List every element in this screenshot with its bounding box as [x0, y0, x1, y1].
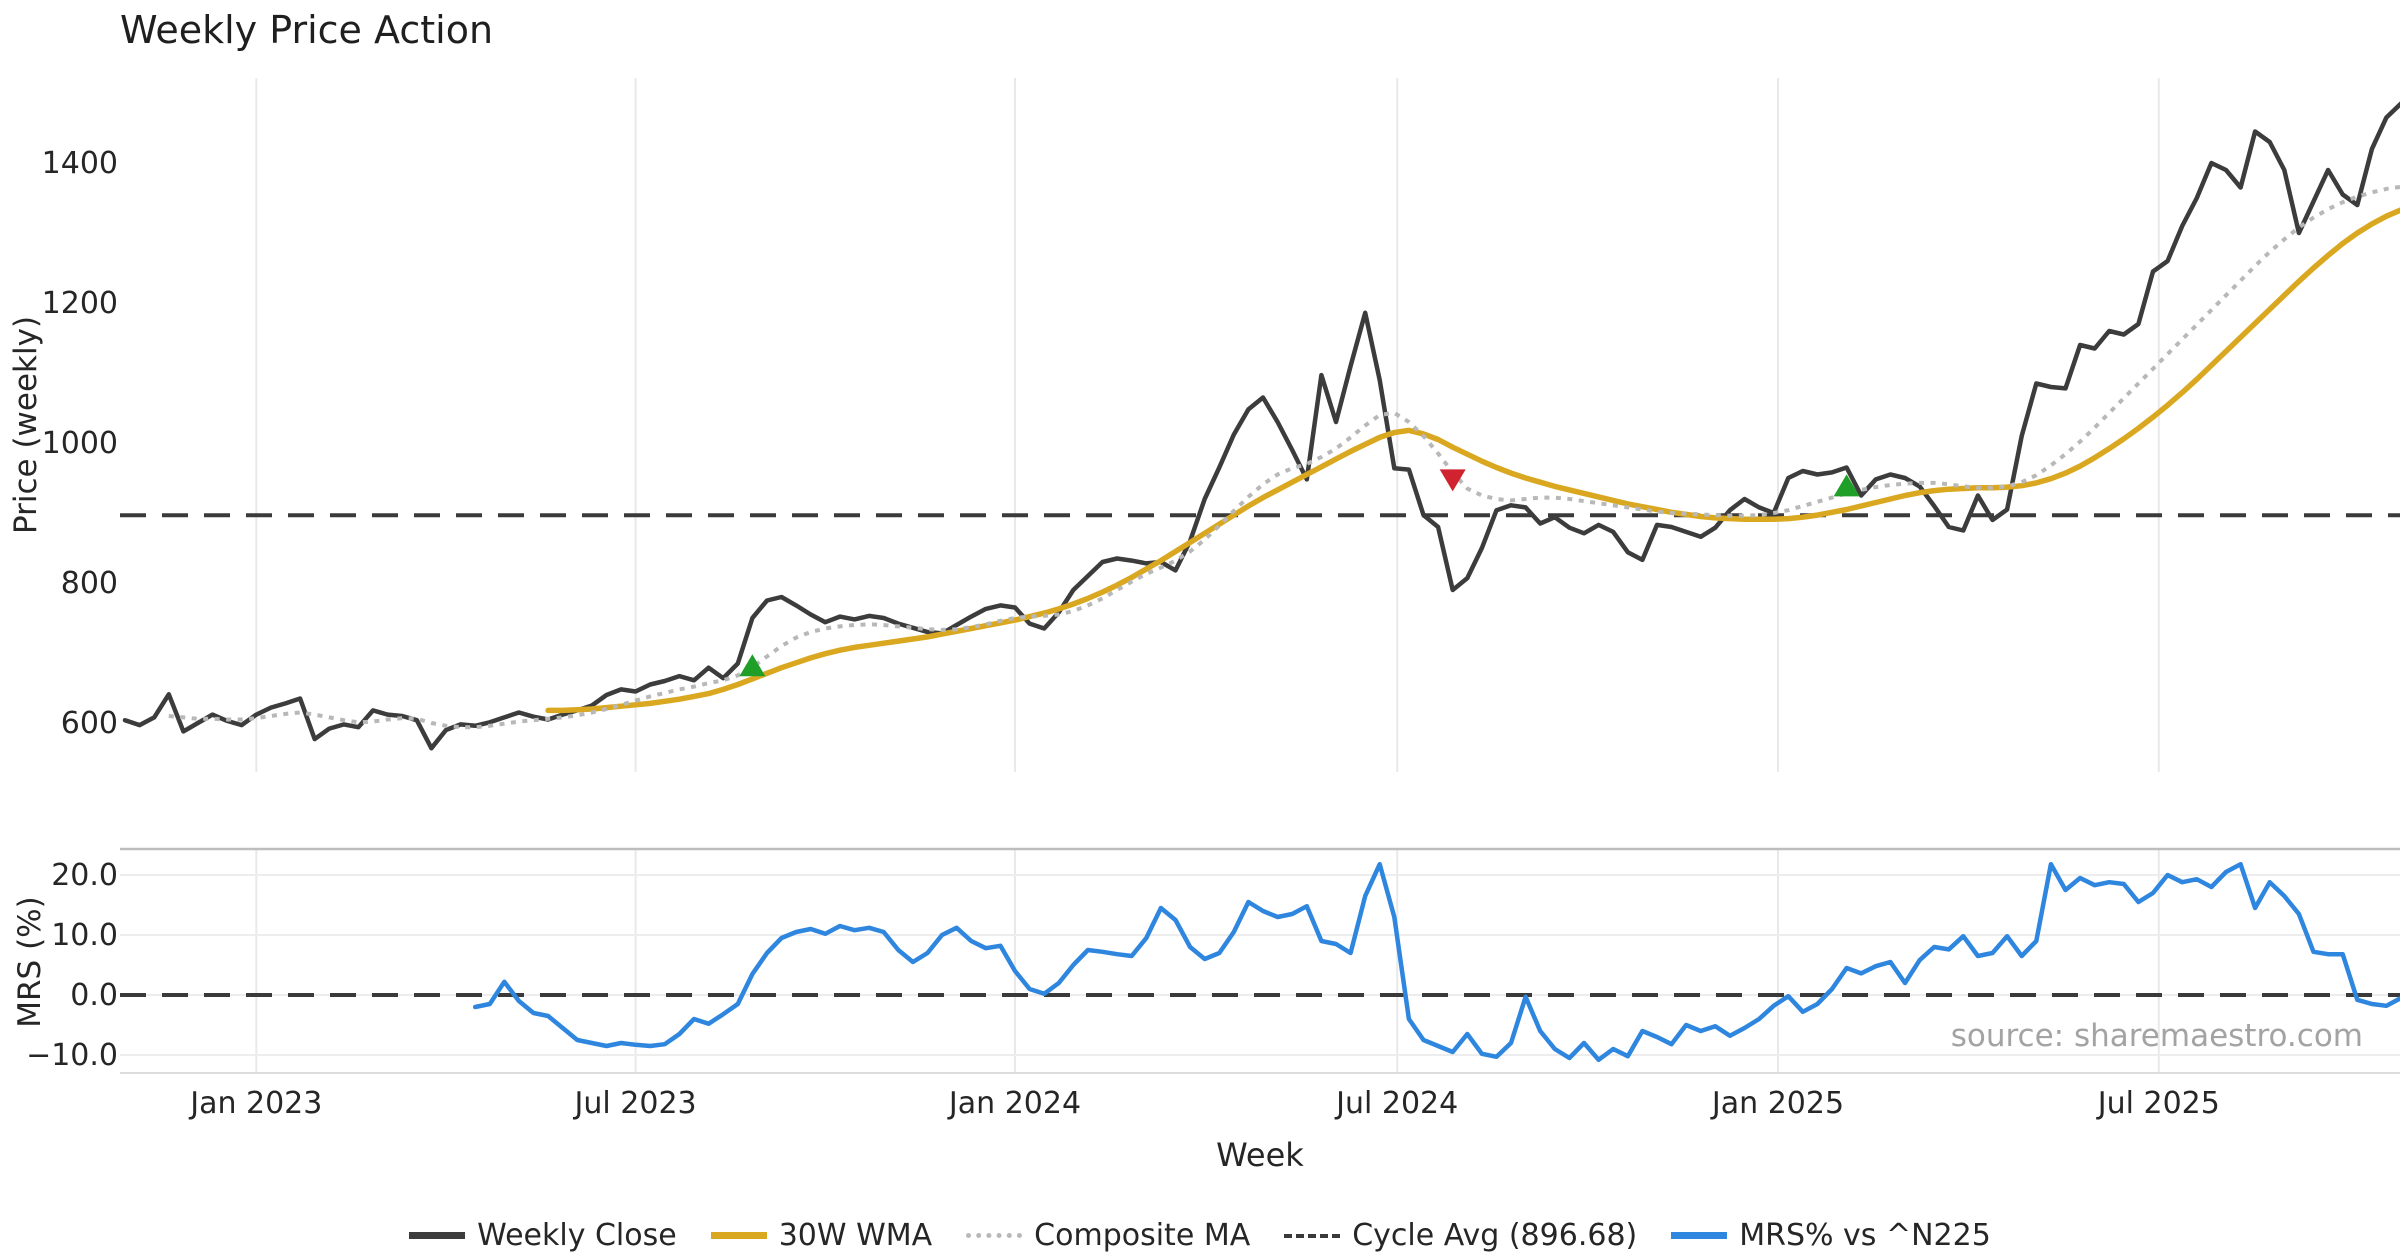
x-tick-label: Jul 2025 [2096, 1086, 2220, 1121]
legend-item-30w-wma: 30W WMA [710, 1218, 933, 1253]
series-mrs-vs-n225 [472, 861, 2400, 1063]
y-tick-label: 1200 [42, 286, 118, 321]
buy-signal-marker [739, 654, 766, 677]
series-30w-wma [545, 207, 2400, 714]
legend-item-cycle-avg: Cycle Avg (896.68) [1284, 1218, 1637, 1253]
legend-swatch-mrs [1671, 1232, 1728, 1239]
y-tick-label: 10.0 [51, 918, 118, 953]
mrs-axis-title: MRS (%) [12, 896, 48, 1028]
y-tick-label: 600 [61, 706, 118, 741]
x-axis-title: Week [1216, 1136, 1304, 1174]
x-tick-label: Jul 2023 [573, 1086, 697, 1121]
legend-label: Composite MA [1034, 1218, 1251, 1253]
legend-label: 30W WMA [778, 1218, 933, 1253]
x-tick-label: Jan 2024 [947, 1086, 1081, 1121]
legend-item-weekly-close: Weekly Close [409, 1218, 677, 1253]
series-composite-ma [168, 184, 2400, 730]
y-tick-label: 1000 [42, 426, 118, 461]
source-attribution: source: sharemaestro.com [1950, 1018, 2363, 1054]
y-tick-label: 800 [61, 566, 118, 601]
legend-item-composite-ma: Composite MA [966, 1218, 1250, 1253]
price-axis-title: Price (weekly) [8, 315, 44, 535]
legend-item-mrs: MRS% vs ^N225 [1671, 1218, 1991, 1253]
buy-signal-marker [1833, 474, 1860, 497]
legend-swatch-composite-ma [966, 1233, 1023, 1238]
y-tick-label: 0.0 [70, 978, 118, 1013]
x-tick-label: Jul 2024 [1334, 1086, 1458, 1121]
legend-label: MRS% vs ^N225 [1739, 1218, 1991, 1253]
x-tick-label: Jan 2025 [1710, 1086, 1844, 1121]
legend-swatch-weekly-close [409, 1232, 466, 1239]
legend-swatch-cycle-avg [1284, 1233, 1341, 1238]
chart-title: Weekly Price Action [120, 8, 494, 52]
y-tick-label: 1400 [42, 146, 118, 181]
legend-label: Weekly Close [477, 1218, 677, 1253]
legend-swatch-30w-wma [710, 1232, 767, 1239]
y-tick-label: −10.0 [26, 1038, 118, 1073]
sell-signal-marker [1439, 469, 1466, 492]
y-tick-label: 20.0 [51, 858, 118, 893]
chart-legend: Weekly Close 30W WMA Composite MA Cycle … [0, 1218, 2400, 1253]
legend-label: Cycle Avg (896.68) [1352, 1218, 1638, 1253]
x-tick-label: Jan 2023 [188, 1086, 322, 1121]
series-weekly-close [122, 101, 2400, 751]
